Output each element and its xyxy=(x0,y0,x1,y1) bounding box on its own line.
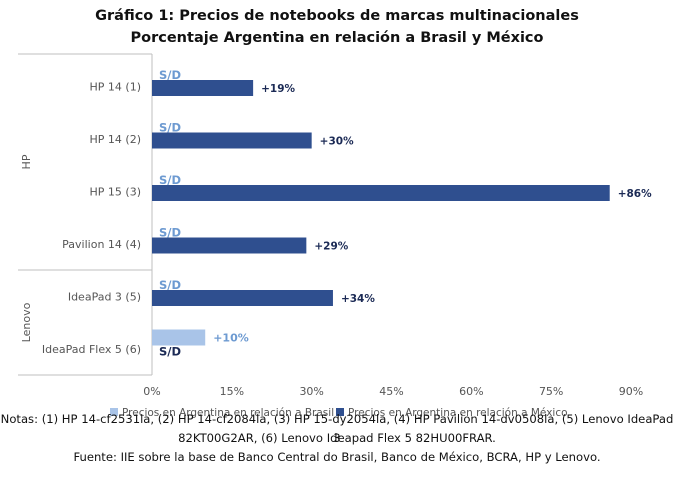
data-label-mexico: +29% xyxy=(314,241,348,253)
category-label: IdeaPad Flex 5 (6) xyxy=(42,343,141,356)
data-label-brasil: S/D xyxy=(159,173,181,187)
data-label-mexico: +86% xyxy=(618,188,652,200)
chart-title: Gráfico 1: Precios de notebooks de marca… xyxy=(95,8,579,24)
notes-line-2: 82KT00G2AR, (6) Lenovo Ideapad Flex 5 82… xyxy=(178,431,496,445)
x-tick-label: 30% xyxy=(299,385,323,398)
data-label-brasil: S/D xyxy=(159,68,181,82)
bar-mexico xyxy=(152,132,312,149)
legend-entry: Precios en Argentina en relación a Brasi… xyxy=(122,407,334,419)
x-tick-label: 90% xyxy=(619,385,643,398)
data-label-mexico: +30% xyxy=(320,136,354,148)
bar-mexico xyxy=(152,237,307,254)
legend-swatch xyxy=(336,408,344,416)
notes-line-1: Notas: (1) HP 14-cf2531la, (2) HP 14-cf2… xyxy=(0,412,674,445)
x-tick-label: 15% xyxy=(220,385,244,398)
group-label-hp: HP xyxy=(20,154,33,169)
category-label: HP 15 (3) xyxy=(90,185,141,198)
data-label-mexico: +19% xyxy=(261,83,295,95)
data-label-brasil: S/D xyxy=(159,278,181,292)
category-label: Pavilion 14 (4) xyxy=(62,238,141,251)
data-label-brasil: S/D xyxy=(159,121,181,135)
bar-mexico xyxy=(152,80,254,96)
x-tick-label: 75% xyxy=(539,385,563,398)
x-tick-label: 0% xyxy=(143,385,160,398)
legend-swatch xyxy=(110,408,118,416)
chart-subtitle: Porcentaje Argentina en relación a Brasi… xyxy=(130,30,544,46)
bar-mexico xyxy=(152,290,333,306)
bar-mexico xyxy=(152,185,610,201)
group-label-lenovo: Lenovo xyxy=(20,302,33,342)
data-label-mexico: +34% xyxy=(341,293,375,305)
x-tick-label: 60% xyxy=(459,385,483,398)
data-label-brasil: S/D xyxy=(159,226,181,240)
data-label-brasil: +10% xyxy=(213,332,249,345)
category-label: IdeaPad 3 (5) xyxy=(68,290,141,303)
source-note: Fuente: IIE sobre la base de Banco Centr… xyxy=(73,450,601,464)
category-label: HP 14 (2) xyxy=(90,133,141,146)
legend-entry: Precios en Argentina en relación a Méxic… xyxy=(348,407,568,419)
category-label: HP 14 (1) xyxy=(90,80,141,93)
bar-brasil xyxy=(152,329,206,346)
data-label-mexico: S/D xyxy=(159,345,181,359)
x-tick-label: 45% xyxy=(379,385,403,398)
